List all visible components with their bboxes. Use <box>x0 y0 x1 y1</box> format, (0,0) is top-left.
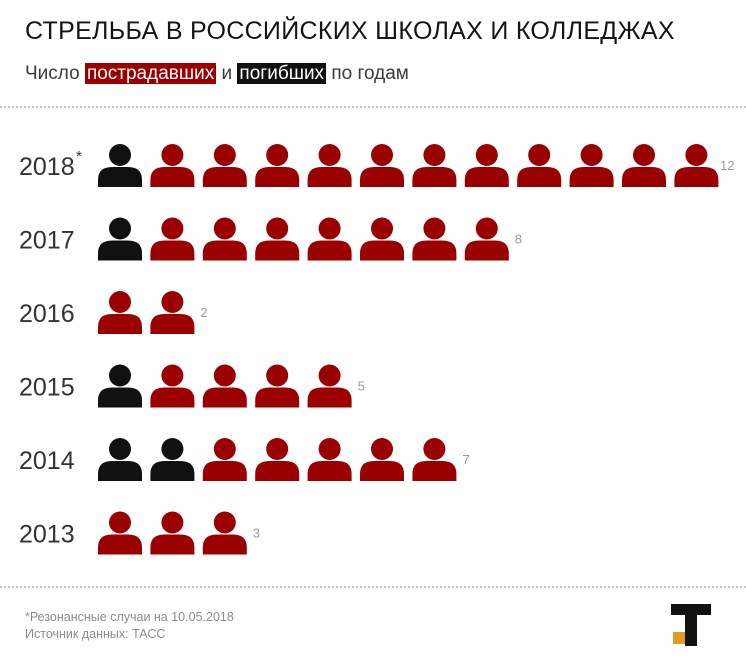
killed-person-icon <box>98 217 142 261</box>
injured-person-icon <box>150 511 195 555</box>
subtitle-prefix: Число <box>25 63 80 84</box>
killed-person-icon <box>150 438 195 481</box>
killed-person-icon <box>98 364 142 408</box>
year-label-2017: 2017 <box>19 227 75 255</box>
injured-person-icon <box>360 144 404 187</box>
injured-person-icon <box>255 217 300 261</box>
injured-person-icon <box>150 291 195 334</box>
year-label-2018: 2018 <box>19 153 75 181</box>
injured-person-icon <box>202 438 247 481</box>
year-label-2013: 2013 <box>19 521 75 549</box>
injured-person-icon <box>202 364 247 408</box>
injured-person-icon <box>360 438 404 481</box>
injured-person-icon <box>150 364 195 408</box>
injured-person-icon <box>412 217 457 261</box>
injured-person-icon <box>517 144 562 187</box>
killed-person-icon <box>98 144 142 187</box>
injured-person-icon <box>412 438 457 481</box>
footnote-source: Источник данных: ТАСС <box>25 627 166 641</box>
injured-person-icon <box>255 438 300 481</box>
row-total-2016: 2 <box>200 305 207 320</box>
bottom-divider <box>0 586 746 588</box>
injured-person-icon <box>255 144 300 187</box>
top-divider <box>0 106 746 108</box>
chart-subtitle: Число пострадавших и погибших по годам <box>25 63 409 85</box>
injured-person-icon <box>307 438 352 481</box>
row-total-2013: 3 <box>253 526 260 541</box>
injured-person-icon <box>98 291 142 334</box>
injured-person-icon <box>98 511 142 555</box>
injured-person-icon <box>622 144 666 187</box>
injured-person-icon <box>464 217 509 261</box>
legend-killed: погибших <box>237 63 327 84</box>
footnote: *Резонансные случаи на 10.05.2018 Источн… <box>25 609 234 643</box>
injured-person-icon <box>150 144 195 187</box>
year-label-2015: 2015 <box>19 374 75 402</box>
row-total-2018: 12 <box>720 158 734 173</box>
injured-person-icon <box>202 144 247 187</box>
year-label-2016: 2016 <box>19 300 75 328</box>
subtitle-suffix: по годам <box>331 63 409 84</box>
subtitle-and: и <box>221 63 233 84</box>
chart-title: СТРЕЛЬБА В РОССИЙСКИХ ШКОЛАХ И КОЛЛЕДЖАХ <box>25 17 675 45</box>
year-footnote-marker: * <box>76 148 82 165</box>
injured-person-icon <box>412 144 457 187</box>
footnote-note: *Резонансные случаи на 10.05.2018 <box>25 610 234 624</box>
tass-logo-icon <box>671 604 711 646</box>
legend-injured: пострадавших <box>84 63 217 84</box>
injured-person-icon <box>307 364 352 408</box>
injured-person-icon <box>150 217 195 261</box>
injured-person-icon <box>464 144 509 187</box>
injured-person-icon <box>307 217 352 261</box>
injured-person-icon <box>202 217 247 261</box>
year-label-2014: 2014 <box>19 447 75 475</box>
injured-person-icon <box>202 511 247 555</box>
injured-person-icon <box>569 144 614 187</box>
injured-person-icon <box>255 364 300 408</box>
injured-person-icon <box>674 144 719 187</box>
killed-person-icon <box>98 438 142 481</box>
row-total-2017: 8 <box>515 232 522 247</box>
injured-person-icon <box>360 217 404 261</box>
injured-person-icon <box>307 144 352 187</box>
row-total-2015: 5 <box>358 379 365 394</box>
row-total-2014: 7 <box>462 452 469 467</box>
